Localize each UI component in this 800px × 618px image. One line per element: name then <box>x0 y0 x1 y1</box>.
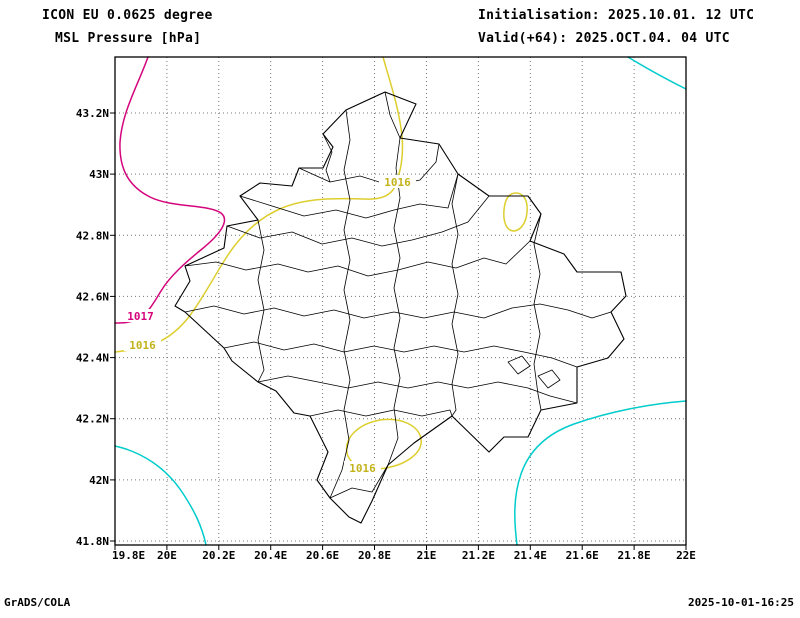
y-tick-label: 42.2N <box>76 413 109 426</box>
x-axis-labels: 19.8E 20E 20.2E 20.4E 20.6E 20.8E 21E 21… <box>112 549 696 562</box>
isobar-1016-cell-northeast <box>503 192 528 232</box>
x-tick-label: 21.6E <box>566 549 599 562</box>
municipality-borders <box>184 91 612 499</box>
x-tick-label: 19.8E <box>112 549 145 562</box>
x-tick-label: 20.8E <box>358 549 391 562</box>
field-title: MSL Pressure [hPa] <box>55 31 202 46</box>
x-tick-label: 22E <box>676 549 696 562</box>
contour-label-1016-west: 1016 <box>124 338 161 352</box>
kosovo-border <box>174 91 627 524</box>
contour-label-1017: 1017 <box>122 309 159 323</box>
y-tick-label: 42.4N <box>76 352 109 365</box>
isobar-label-1016-south: 1016 <box>349 462 376 475</box>
isobar-label-1016-west: 1016 <box>129 339 156 352</box>
x-tick-label: 21.8E <box>618 549 651 562</box>
y-tick-label: 42.6N <box>76 290 109 303</box>
isobar-label-1016-top: 1016 <box>384 176 411 189</box>
init-time-label: Initialisation: 2025.10.01. 12 UTC <box>478 8 755 23</box>
x-tick-label: 21E <box>417 549 437 562</box>
isobar-cyan-bottomleft <box>114 445 207 546</box>
isobar-label-1017: 1017 <box>127 310 154 323</box>
contour-label-1016-south: 1016 <box>344 461 381 475</box>
contour-label-1016-top: 1016 <box>379 175 416 189</box>
x-tick-label: 20E <box>157 549 177 562</box>
y-tick-label: 43.2N <box>76 107 109 120</box>
isobar-1016-main <box>114 56 404 353</box>
isobar-1017-pink <box>114 56 226 324</box>
y-axis-labels: 43.2N 43N 42.8N 42.6N 42.4N 42.2N 42N 41… <box>76 107 109 548</box>
y-tick-label: 43N <box>89 168 109 181</box>
y-axis-ticks <box>110 112 115 542</box>
x-tick-label: 21.4E <box>514 549 547 562</box>
generation-timestamp: 2025-10-01-16:25 <box>688 596 794 609</box>
x-tick-label: 21.2E <box>462 549 495 562</box>
isobar-1016-group <box>114 56 528 470</box>
plot-frame <box>114 56 687 546</box>
isobar-cyan-topright <box>627 56 687 90</box>
x-tick-label: 20.2E <box>202 549 235 562</box>
y-tick-label: 42.8N <box>76 229 109 242</box>
isobar-cyan-group <box>114 56 687 546</box>
valid-time-label: Valid(+64): 2025.OCT.04. 04 UTC <box>478 31 730 46</box>
isobar-cyan-bottomright <box>514 400 687 546</box>
x-tick-label: 20.6E <box>306 549 339 562</box>
x-axis-ticks <box>114 545 687 550</box>
lon-grid-lines <box>166 57 635 545</box>
grads-credit: GrADS/COLA <box>4 596 71 609</box>
model-title: ICON EU 0.0625 degree <box>42 8 213 23</box>
y-tick-label: 41.8N <box>76 535 109 548</box>
x-tick-label: 20.4E <box>254 549 287 562</box>
y-tick-label: 42N <box>89 474 109 487</box>
